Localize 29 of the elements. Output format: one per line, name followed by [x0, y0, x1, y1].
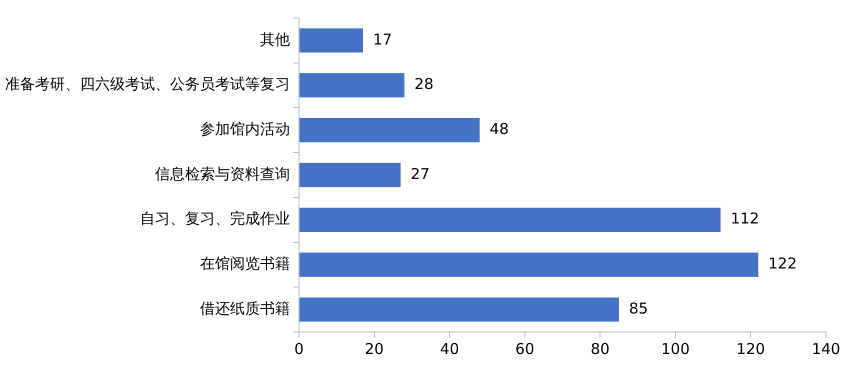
bar [300, 73, 404, 98]
bar [300, 118, 480, 142]
x-tick-label: 120 [736, 340, 766, 358]
y-tick-label: 准备考研、四六级考试、公务员考试等复习 [5, 75, 290, 94]
x-tick-label: 40 [440, 340, 460, 358]
bar [300, 297, 619, 322]
data-label: 48 [490, 120, 509, 138]
data-label: 27 [410, 164, 430, 183]
data-label: 17 [372, 30, 392, 48]
y-tick-label: 参加馆内活动 [200, 120, 290, 138]
data-label: 85 [628, 299, 648, 318]
x-tick-label: 80 [590, 340, 610, 358]
x-tick-label: 140 [812, 340, 840, 358]
y-tick-label: 借还纸质书籍 [200, 299, 290, 318]
bar [300, 162, 401, 188]
bar [300, 208, 721, 232]
y-tick-label: 其他 [260, 30, 290, 48]
data-label: 28 [414, 75, 434, 94]
y-tick-label: 自习、复习、完成作业 [140, 210, 290, 228]
x-tick-label: 20 [364, 340, 384, 358]
data-label: 122 [768, 254, 797, 273]
x-tick-label: 60 [515, 340, 534, 358]
bar [300, 252, 758, 277]
y-tick-label: 信息检索与资料查询 [155, 164, 290, 183]
x-tick-label: 0 [294, 340, 304, 358]
bar [300, 28, 363, 53]
x-tick-label: 100 [661, 340, 690, 358]
data-label: 112 [730, 210, 760, 228]
y-tick-label: 在馆阅览书籍 [200, 254, 290, 273]
